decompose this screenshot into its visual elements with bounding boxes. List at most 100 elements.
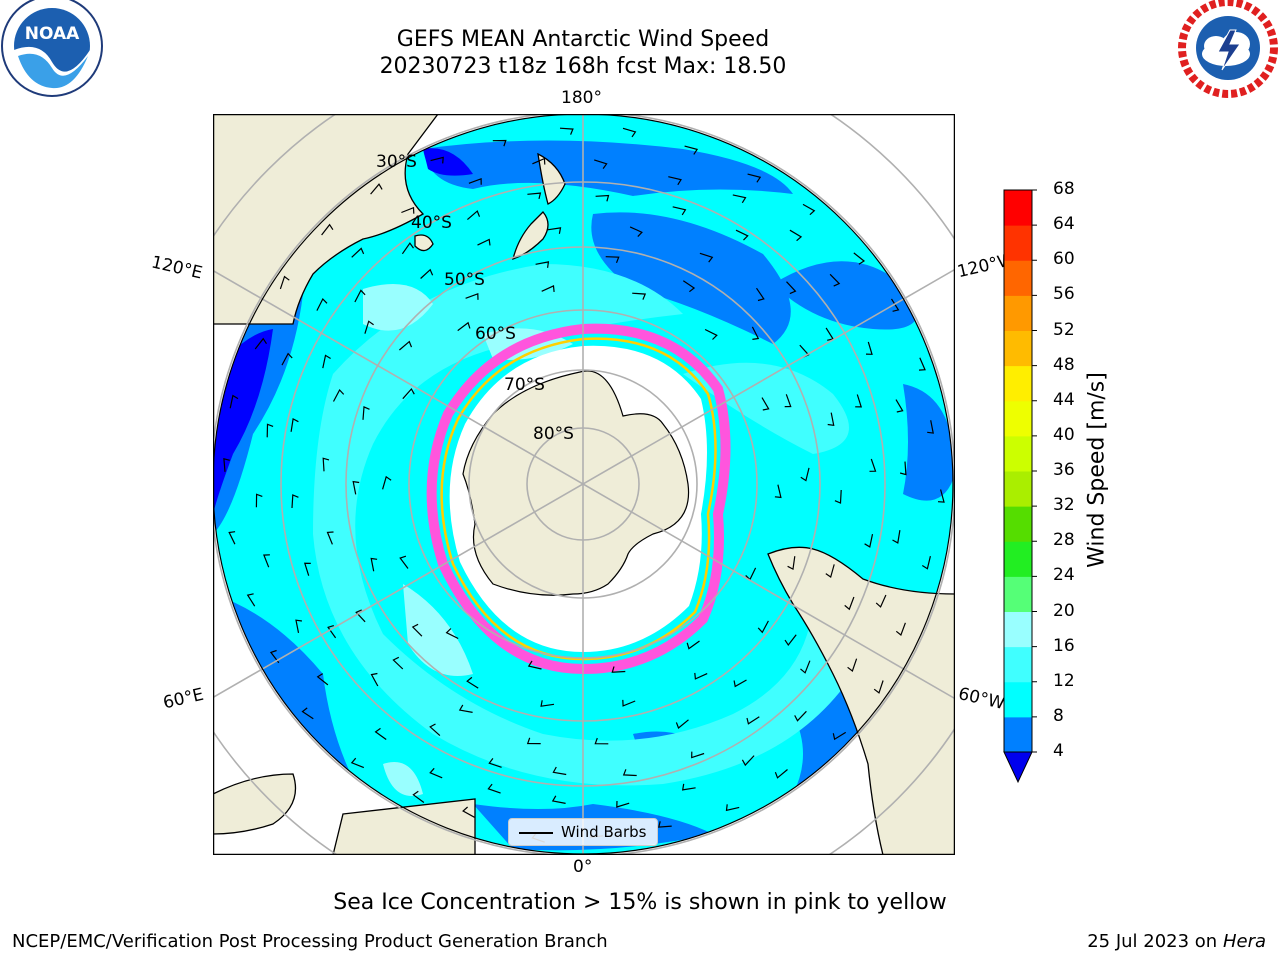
colorbar-tick-label: 4 — [1053, 741, 1064, 761]
lat-label-50s: 50°S — [444, 270, 485, 290]
colorbar-tick-label: 40 — [1053, 424, 1075, 445]
wind-barb — [622, 127, 637, 138]
noaa-logo-text: NOAA — [25, 24, 80, 44]
wind-barb — [370, 672, 379, 687]
colorbar-tick-label: 12 — [1053, 670, 1075, 691]
wind-barb — [686, 640, 700, 650]
wind-barb — [784, 394, 792, 408]
wind-barb — [354, 289, 366, 303]
wind-barb — [321, 223, 334, 236]
legend-label: Wind Barbs — [561, 823, 647, 841]
wind-barb — [445, 628, 459, 640]
wind-barb — [351, 247, 365, 258]
wind-barb — [865, 341, 873, 355]
wind-barb — [682, 280, 696, 293]
wind-barb — [675, 719, 689, 729]
wind-barb — [751, 326, 760, 340]
wind-barb — [374, 727, 387, 740]
wind-barb — [290, 417, 299, 432]
wind-barb — [895, 622, 906, 636]
wind-barb — [825, 564, 835, 578]
wind-barb — [927, 420, 934, 434]
wind-barb — [794, 710, 807, 722]
wind-region-16-20 — [403, 584, 473, 676]
wind-barb — [616, 800, 630, 808]
wind-barb — [488, 758, 502, 768]
wind-region-4-8 — [591, 212, 791, 344]
wind-barb — [370, 183, 383, 195]
nws-logo — [1176, 0, 1280, 100]
wind-barb — [784, 634, 797, 647]
colorbar-tick-label: 28 — [1053, 530, 1075, 551]
wind-barb — [316, 297, 328, 311]
colorbar-segment — [1004, 365, 1032, 402]
colorbar-segment — [1004, 506, 1032, 542]
colorbar-segment — [1004, 435, 1032, 472]
wind-barb — [756, 287, 765, 302]
wind-barb — [223, 458, 230, 472]
colorbar-tick-label: 24 — [1053, 565, 1075, 586]
wind-barb — [704, 328, 718, 340]
wind-barb — [255, 493, 263, 508]
wind-barb — [786, 281, 797, 295]
wind-barb — [412, 790, 425, 803]
colorbar-tick-label: 32 — [1053, 495, 1075, 516]
wind-barb — [746, 716, 760, 725]
land-madagascar — [332, 798, 476, 855]
wind-barb — [595, 194, 610, 202]
wind-barb — [547, 227, 562, 234]
wind-region-16-20 — [383, 762, 423, 796]
map-legend: Wind Barbs — [508, 818, 658, 846]
lat-label-80s: 80°S — [533, 424, 574, 444]
wind-barb — [492, 139, 507, 147]
wind-barb — [291, 494, 299, 509]
wind-barb — [873, 680, 884, 694]
wind-barb — [332, 388, 345, 402]
wind-barb — [890, 298, 900, 312]
wind-region-16-20 — [363, 284, 433, 331]
wind-barb — [263, 554, 270, 568]
footer-credit: NCEP/EMC/Verification Post Processing Pr… — [12, 931, 608, 952]
colorbar-segment — [1004, 576, 1032, 612]
wind-barb — [629, 226, 643, 238]
colorbar-tick-label: 20 — [1053, 600, 1075, 621]
wind-barb — [681, 783, 696, 791]
wind-barb — [429, 767, 443, 779]
wind-barb — [827, 412, 835, 427]
wind-barb — [467, 210, 481, 221]
land-new-zealand — [512, 152, 566, 260]
polar-map — [212, 113, 956, 856]
wind-barb — [254, 337, 268, 350]
wind-barb — [622, 699, 636, 707]
graticule — [213, 114, 955, 855]
colorbar-graphic — [1003, 189, 1037, 784]
wind-barb — [527, 192, 542, 200]
chart-subtitle: 20230723 t18z 168h fcst Max: 18.50 — [379, 54, 787, 79]
wind-barb-legend-line — [519, 832, 553, 834]
wind-barb — [466, 676, 479, 689]
wind-barb — [672, 206, 687, 216]
colorbar — [1003, 189, 1049, 784]
wind-barb — [895, 399, 904, 413]
colorbar-segment — [1004, 295, 1032, 331]
colorbar-segment — [1004, 681, 1032, 718]
wind-barb — [844, 596, 855, 611]
wind-barb — [246, 593, 256, 607]
wind-barb — [322, 354, 331, 369]
colorbar-tick-label: 60 — [1053, 249, 1075, 270]
footer-machine: Hera — [1222, 931, 1266, 952]
wind-barb — [921, 555, 931, 570]
wind-barb — [303, 562, 311, 576]
wind-barb — [458, 704, 473, 713]
wind-region-4-8 — [423, 140, 793, 196]
colorbar-tick-label: 16 — [1053, 635, 1075, 656]
wind-barb — [892, 530, 901, 544]
land-africa — [213, 773, 297, 835]
colorbar-tick-label: 8 — [1053, 705, 1064, 726]
wind-barb — [326, 531, 334, 545]
colorbar-segment — [1004, 646, 1032, 683]
wind-barb — [229, 394, 239, 409]
lon-label-0: 0° — [573, 857, 593, 877]
wind-barb — [691, 751, 705, 759]
lat-label-30s: 30°S — [376, 152, 417, 172]
